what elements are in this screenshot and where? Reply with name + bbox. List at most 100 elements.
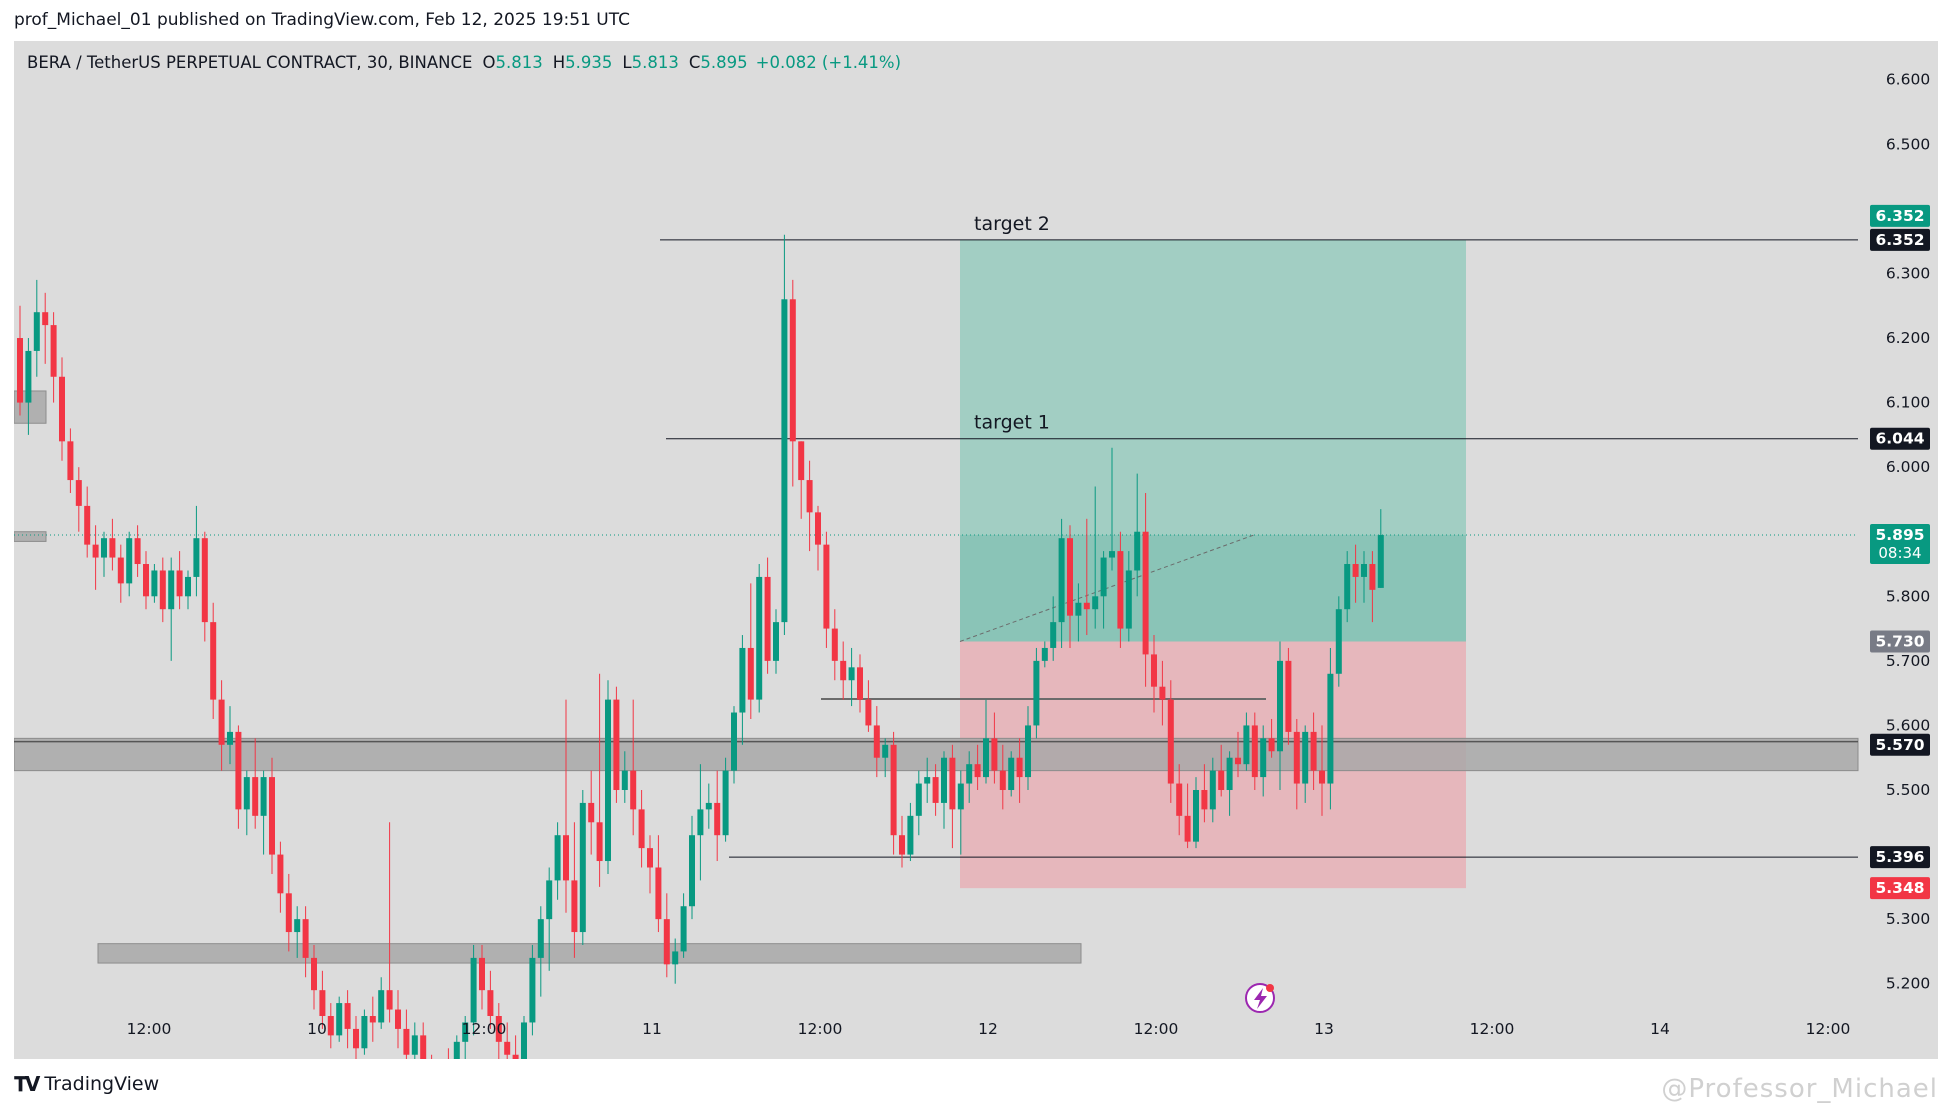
price-axis-label-bg	[1870, 228, 1930, 251]
candle-body	[1117, 551, 1124, 629]
candle-body	[327, 1016, 334, 1036]
candle-body	[714, 802, 721, 836]
candle-body	[907, 815, 914, 855]
symbol-title: BERA / TetherUS PERPETUAL CONTRACT, 30, …	[27, 53, 473, 72]
tradingview-logo-icon: 𝐓V	[14, 1072, 40, 1096]
candle-body	[1260, 738, 1267, 778]
price-axis-label-bg	[1870, 523, 1930, 564]
candle-body	[1159, 686, 1166, 700]
candle-body	[546, 880, 553, 920]
candle-body	[873, 725, 880, 758]
candle-body	[840, 660, 847, 681]
candle-body	[680, 906, 687, 952]
price-axis-label-bg	[1870, 630, 1930, 653]
tradingview-logo[interactable]: 𝐓V TradingView	[14, 1072, 159, 1096]
candle-body	[1067, 538, 1073, 616]
candle-body	[17, 338, 23, 403]
candle-body	[269, 777, 275, 855]
price-axis-label: 5.348	[1870, 877, 1930, 900]
candle-body	[151, 570, 158, 597]
candle-body	[1050, 622, 1057, 648]
candle-body	[966, 764, 973, 784]
price-axis-label: 5.730	[1870, 630, 1930, 653]
candle-body	[1134, 531, 1141, 571]
annotation-target-1: target 1	[974, 412, 1050, 434]
candle-body	[218, 699, 225, 745]
candle-body	[756, 576, 763, 700]
candle-body	[50, 325, 57, 377]
candle-body	[117, 557, 124, 584]
candle-body	[344, 1003, 351, 1029]
candle-body	[588, 802, 595, 823]
candle-body	[1285, 660, 1292, 732]
candle-body	[789, 299, 796, 442]
candle-body	[75, 480, 82, 506]
candle-body	[1361, 564, 1367, 577]
candle-body	[1327, 673, 1334, 784]
candle-body	[529, 957, 536, 1023]
candle-body	[294, 919, 301, 933]
candle-body	[92, 544, 99, 558]
candle-body	[185, 576, 191, 597]
candle-body	[983, 738, 989, 778]
close-value: 5.895	[700, 53, 748, 72]
price-axis-label-countdown: 08:34	[1878, 544, 1921, 562]
candle-body	[336, 1003, 343, 1036]
candle-body	[974, 764, 981, 778]
low-label: L	[622, 53, 632, 72]
x-tick-label: 14	[1650, 1020, 1670, 1038]
candle-body	[1344, 564, 1351, 610]
position-current-fill	[960, 534, 1466, 642]
candle-body	[596, 822, 603, 862]
candle-body	[479, 957, 485, 991]
candle-body	[361, 1016, 368, 1049]
candle-body	[815, 512, 821, 545]
candle-body	[227, 731, 233, 745]
price-axis-label-text: 5.730	[1875, 632, 1924, 650]
candle-body	[395, 1009, 401, 1029]
candle-body	[67, 441, 74, 481]
price-chart[interactable]: target 2 target 1 6.600 6.500 6.300 6.200 6.10…	[14, 41, 1938, 1059]
candle-body	[1041, 647, 1048, 661]
y-tick-label: 6.600	[1886, 71, 1930, 89]
candle-body	[605, 699, 611, 862]
candle-body	[1109, 551, 1115, 558]
candle-body	[1151, 654, 1157, 687]
supply-demand-zone	[97, 943, 1082, 964]
candle-body	[1075, 602, 1082, 616]
price-axis-label-text: 5.895	[1875, 526, 1924, 544]
candle-body	[563, 835, 569, 881]
candle-body	[353, 1028, 359, 1049]
candle-body	[386, 990, 393, 1010]
candle-body	[798, 441, 805, 481]
price-axis-label-text: 6.352	[1875, 231, 1924, 249]
x-tick-label: 12:00	[462, 1020, 507, 1038]
price-axis-label-bg	[1870, 733, 1930, 756]
y-tick-label: 6.500	[1886, 135, 1930, 153]
candle-body	[571, 880, 578, 933]
candle-body	[1125, 570, 1132, 629]
candle-body	[899, 835, 905, 855]
price-axis-label-bg	[1870, 877, 1930, 900]
x-tick-label: 12:00	[127, 1020, 172, 1038]
candle-body	[1293, 731, 1300, 784]
candle-body	[159, 570, 166, 610]
candle-body	[378, 990, 385, 1023]
candle-body	[731, 712, 737, 771]
candle-body	[1184, 815, 1191, 842]
candle-body	[941, 757, 947, 803]
candle-body	[1100, 557, 1107, 597]
candle-body	[924, 777, 931, 784]
candle-body	[823, 544, 830, 629]
candle-body	[949, 757, 956, 810]
candle-body	[143, 564, 149, 597]
chart-pane[interactable]: target 2 target 1 6.600 6.500 6.300 6.200 6.10…	[14, 41, 1938, 1059]
price-axis-label: 5.396	[1870, 846, 1930, 869]
symbol-legend: BERA / TetherUS PERPETUAL CONTRACT, 30, …	[27, 53, 901, 72]
y-tick-label: 5.300	[1886, 910, 1930, 928]
low-value: 5.813	[631, 53, 679, 72]
supply-demand-zone	[14, 531, 47, 542]
candle-body	[1033, 660, 1040, 726]
candle-body	[235, 731, 242, 810]
candle-body	[1193, 790, 1199, 842]
